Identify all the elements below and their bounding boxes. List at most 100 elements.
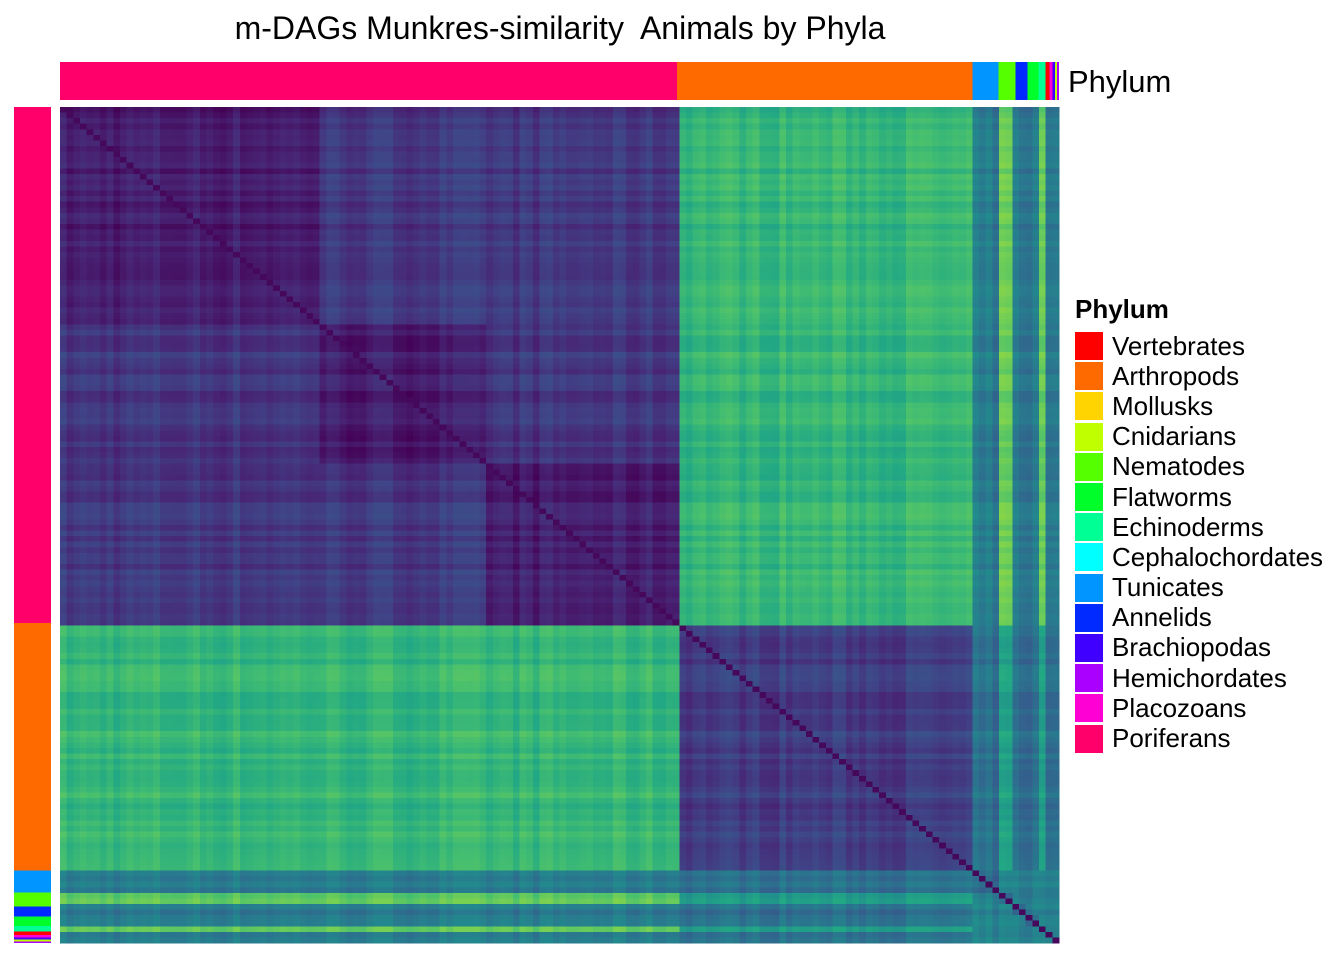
heatmap-cell bbox=[113, 163, 120, 169]
heatmap-cell bbox=[893, 185, 900, 191]
heatmap-cell bbox=[293, 174, 300, 180]
heatmap-cell bbox=[879, 163, 886, 169]
heatmap-cell bbox=[273, 185, 280, 191]
heatmap-cell bbox=[586, 224, 593, 230]
heatmap-cell bbox=[373, 124, 380, 130]
heatmap-cell bbox=[633, 213, 640, 219]
heatmap-cell bbox=[446, 191, 453, 197]
heatmap-cell bbox=[813, 280, 820, 286]
heatmap-cell bbox=[773, 269, 780, 275]
heatmap-cell bbox=[879, 207, 886, 213]
heatmap-cell bbox=[500, 246, 507, 252]
heatmap-cell bbox=[293, 107, 300, 113]
heatmap-cell bbox=[719, 257, 726, 263]
heatmap-cell bbox=[746, 280, 753, 286]
heatmap-cell bbox=[533, 191, 540, 197]
heatmap-cell bbox=[853, 235, 860, 241]
heatmap-cell bbox=[766, 146, 773, 152]
heatmap-cell bbox=[187, 168, 194, 174]
heatmap-cell bbox=[826, 235, 833, 241]
heatmap-cell bbox=[520, 213, 527, 219]
heatmap-cell bbox=[866, 135, 873, 141]
heatmap-cell bbox=[306, 285, 313, 291]
heatmap-cell bbox=[593, 168, 600, 174]
top-annotation-segment bbox=[1039, 62, 1046, 100]
heatmap-cell bbox=[833, 269, 840, 275]
heatmap-cell bbox=[453, 113, 460, 119]
heatmap-cell bbox=[220, 218, 227, 224]
heatmap-cell bbox=[233, 241, 240, 247]
heatmap-cell bbox=[346, 129, 353, 135]
heatmap-cell bbox=[786, 185, 793, 191]
heatmap-cell bbox=[1032, 263, 1039, 269]
heatmap-cell bbox=[260, 146, 267, 152]
heatmap-cell bbox=[67, 163, 74, 169]
heatmap-cell bbox=[766, 246, 773, 252]
heatmap-cell bbox=[133, 174, 140, 180]
heatmap-cell bbox=[540, 285, 547, 291]
heatmap-cell bbox=[999, 235, 1006, 241]
heatmap-cell bbox=[766, 191, 773, 197]
heatmap-cell bbox=[799, 163, 806, 169]
heatmap-cell bbox=[406, 269, 413, 275]
heatmap-cell bbox=[999, 152, 1006, 158]
heatmap-cell bbox=[813, 107, 820, 113]
heatmap-cell bbox=[693, 118, 700, 124]
heatmap-cell bbox=[966, 146, 973, 152]
heatmap-cell bbox=[719, 213, 726, 219]
heatmap-cell bbox=[919, 230, 926, 236]
heatmap-cell bbox=[1012, 146, 1019, 152]
heatmap-cell bbox=[593, 146, 600, 152]
heatmap-cell bbox=[699, 196, 706, 202]
heatmap-cell bbox=[839, 263, 846, 269]
heatmap-cell bbox=[540, 218, 547, 224]
heatmap-cell bbox=[260, 140, 267, 146]
heatmap-cell bbox=[433, 241, 440, 247]
heatmap-cell bbox=[759, 191, 766, 197]
heatmap-cell bbox=[719, 146, 726, 152]
heatmap-cell bbox=[173, 202, 180, 208]
heatmap-cell bbox=[140, 135, 147, 141]
heatmap-cell bbox=[260, 179, 267, 185]
heatmap-cell bbox=[653, 196, 660, 202]
heatmap-cell bbox=[433, 191, 440, 197]
heatmap-cell bbox=[533, 285, 540, 291]
heatmap-cell bbox=[912, 140, 919, 146]
heatmap-cell bbox=[220, 269, 227, 275]
heatmap-cell bbox=[386, 140, 393, 146]
heatmap-cell bbox=[673, 129, 680, 135]
heatmap-cell bbox=[127, 235, 134, 241]
heatmap-cell bbox=[93, 179, 100, 185]
heatmap-cell bbox=[366, 135, 373, 141]
heatmap-cell bbox=[806, 280, 813, 286]
heatmap-cell bbox=[999, 140, 1006, 146]
heatmap-cell bbox=[886, 235, 893, 241]
heatmap-cell bbox=[133, 191, 140, 197]
heatmap-cell bbox=[413, 168, 420, 174]
heatmap-cell bbox=[127, 152, 134, 158]
heatmap-cell bbox=[839, 107, 846, 113]
heatmap-cell bbox=[986, 191, 993, 197]
heatmap-cell bbox=[579, 107, 586, 113]
heatmap-cell bbox=[320, 202, 327, 208]
heatmap-cell bbox=[633, 246, 640, 252]
heatmap-cell bbox=[560, 191, 567, 197]
heatmap-cell bbox=[153, 207, 160, 213]
heatmap-cell bbox=[193, 179, 200, 185]
heatmap-cell bbox=[93, 257, 100, 263]
heatmap-cell bbox=[160, 113, 167, 119]
heatmap-cell bbox=[986, 135, 993, 141]
heatmap-cell bbox=[966, 285, 973, 291]
heatmap-cell bbox=[899, 152, 906, 158]
heatmap-cell bbox=[127, 274, 134, 280]
heatmap-cell bbox=[726, 196, 733, 202]
heatmap-cell bbox=[400, 185, 407, 191]
heatmap-cell bbox=[759, 107, 766, 113]
heatmap-cell bbox=[873, 124, 880, 130]
heatmap-cell bbox=[227, 285, 234, 291]
heatmap-cell bbox=[819, 152, 826, 158]
heatmap-cell bbox=[93, 168, 100, 174]
heatmap-cell bbox=[846, 263, 853, 269]
heatmap-cell bbox=[779, 280, 786, 286]
heatmap-cell bbox=[686, 274, 693, 280]
